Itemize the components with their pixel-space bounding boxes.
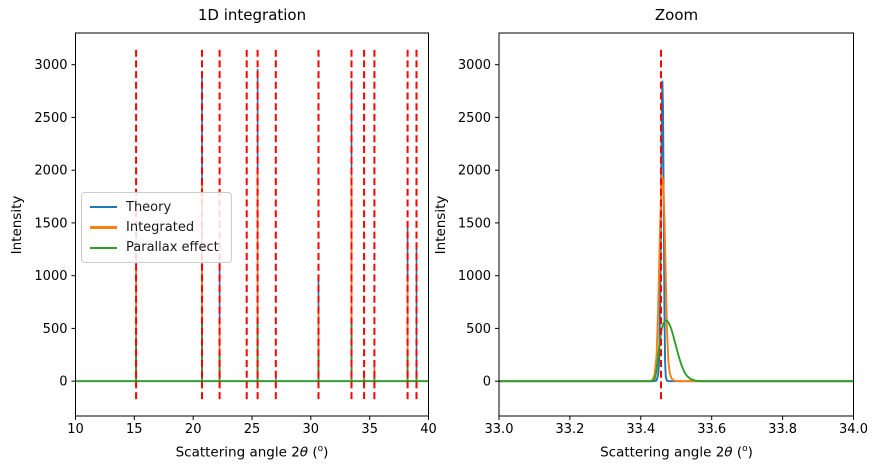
x-tick-label: 33.0 [485,422,514,437]
x-tick-label: 20 [185,422,202,437]
left-plot-title: 1D integration [197,6,307,24]
left-y-axis-label: Intensity [9,195,25,255]
legend-entry-theory: Theory [90,200,223,215]
y-tick-label: 2500 [458,111,491,126]
legend: Theory Integrated Parallax effect [81,192,232,263]
series-theory [499,80,854,383]
y-tick-label: 0 [483,375,491,390]
y-tick-label: 0 [59,375,67,390]
legend-label-parallax: Parallax effect [126,240,219,256]
xlabel-prefix: Scattering angle 2 [600,444,725,461]
y-tick-label: 1000 [458,269,491,284]
x-tick-label: 35 [361,422,378,437]
left-x-axis-label: Scattering angle 2θ (o) [75,444,429,461]
series-parallax [75,317,429,383]
xlabel-paren-open: ( [732,444,743,461]
x-tick-label: 30 [303,422,320,437]
xlabel-prefix: Scattering angle 2 [175,444,300,461]
series-integrated [75,170,429,382]
legend-label-integrated: Integrated [126,219,195,235]
plot-frame [498,32,854,417]
y-tick-label: 1500 [458,216,491,231]
y-tick-label: 500 [43,322,68,337]
y-tick-label: 1000 [34,269,67,284]
series-parallax [499,319,854,383]
xlabel-paren-close: ) [323,444,329,461]
y-tick-label: 1500 [34,216,67,231]
xlabel-degree-superscript: o [317,444,324,454]
xlabel-paren-open: ( [308,444,318,461]
x-tick-label: 33.2 [555,422,584,437]
series-integrated [499,174,854,383]
right-plot-title: Zoom [654,6,699,24]
integrated-line-swatch [90,226,117,229]
y-tick-label: 3000 [34,58,67,73]
x-tick-label: 25 [244,422,261,437]
right-x-axis-label: Scattering angle 2θ (o) [499,444,854,461]
y-tick-label: 2000 [34,164,67,179]
x-tick-label: 33.4 [626,422,655,437]
x-tick-label: 10 [67,422,84,437]
y-tick-label: 2500 [34,111,67,126]
y-tick-label: 500 [466,322,491,337]
x-tick-label: 15 [126,422,143,437]
xlabel-theta: θ [299,444,309,461]
x-tick-label: 40 [420,422,437,437]
theory-line-swatch [90,205,117,209]
legend-entry-parallax: Parallax effect [90,240,223,255]
x-tick-label: 34.0 [839,422,868,437]
right-y-axis-label: Intensity [433,195,449,255]
xlabel-degree-superscript: o [742,444,748,454]
parallax-line-swatch [90,246,117,250]
x-tick-label: 33.8 [768,422,797,437]
xlabel-paren-close: ) [747,444,753,461]
xlabel-theta: θ [724,444,733,461]
y-tick-label: 3000 [458,58,491,73]
y-tick-label: 2000 [458,164,491,179]
x-tick-label: 33.6 [697,422,726,437]
legend-entry-integrated: Integrated [90,220,223,235]
legend-label-theory: Theory [126,199,172,215]
